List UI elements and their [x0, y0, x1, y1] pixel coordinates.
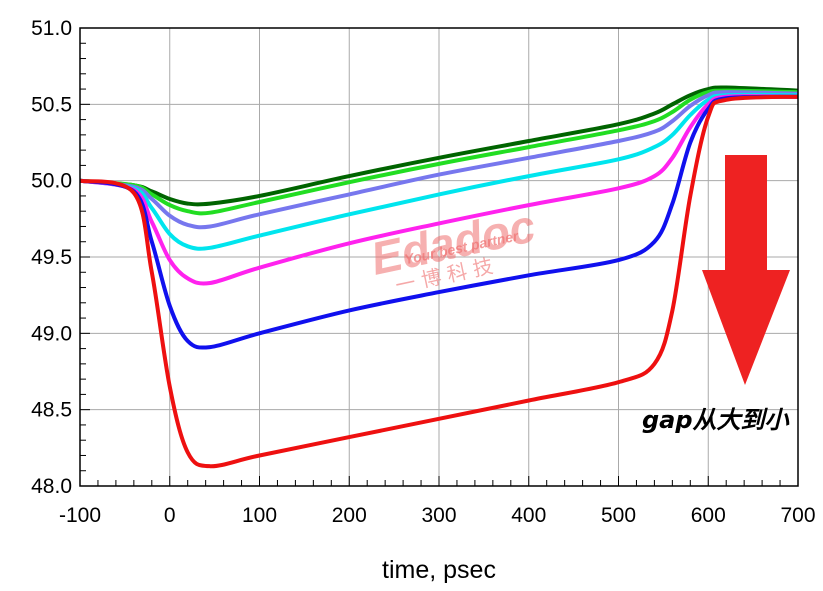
- x-tick-label: 700: [780, 504, 815, 527]
- y-tick-label: 48.0: [31, 475, 72, 498]
- series-line-6: [79, 94, 799, 350]
- y-tick-label: 50.5: [31, 93, 72, 116]
- x-tick-label: 500: [601, 504, 636, 527]
- y-tick-label: 50.0: [31, 170, 72, 193]
- x-tick-label: -100: [59, 504, 101, 527]
- plot-frame: [79, 27, 799, 487]
- x-axis-label: time, psec: [382, 556, 496, 584]
- x-tick-label: 400: [511, 504, 546, 527]
- y-tick-label: 48.5: [31, 399, 72, 422]
- y-tick-labels: 48.0 48.5 49.0 49.5 50.0 50.5 51.0: [31, 17, 72, 498]
- series-line-2: [79, 88, 799, 216]
- gap-annotation: gap从大到小: [642, 406, 790, 434]
- series-group: [79, 85, 799, 469]
- x-tick-label: 300: [421, 504, 456, 527]
- down-arrow-icon: [702, 155, 790, 385]
- x-tick-labels: -100 0 100 200 300 400 500 600 700: [59, 504, 816, 527]
- x-tick-label: 600: [691, 504, 726, 527]
- x-tick-label: 0: [164, 504, 176, 527]
- x-tick-label: 100: [242, 504, 277, 527]
- x-tick-label: 200: [332, 504, 367, 527]
- y-tick-label: 49.0: [31, 322, 72, 345]
- y-tick-label: 51.0: [31, 17, 72, 40]
- series-line-1: [79, 85, 799, 207]
- y-tick-label: 49.5: [31, 246, 72, 269]
- series-line-7: [79, 94, 799, 469]
- series-line-3: [79, 90, 799, 230]
- series-line-5: [79, 94, 799, 286]
- series-line-4: [79, 92, 799, 251]
